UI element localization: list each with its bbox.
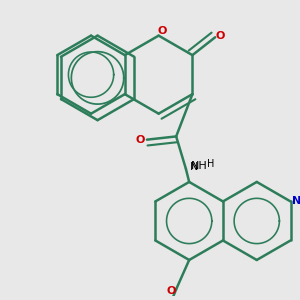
Text: O: O [136,135,145,145]
Text: H: H [207,159,214,169]
Text: NH: NH [190,161,207,171]
Text: O: O [157,26,167,36]
Text: N: N [292,196,300,206]
Text: O: O [167,286,176,296]
Text: N: N [190,162,198,172]
Text: O: O [215,31,225,40]
